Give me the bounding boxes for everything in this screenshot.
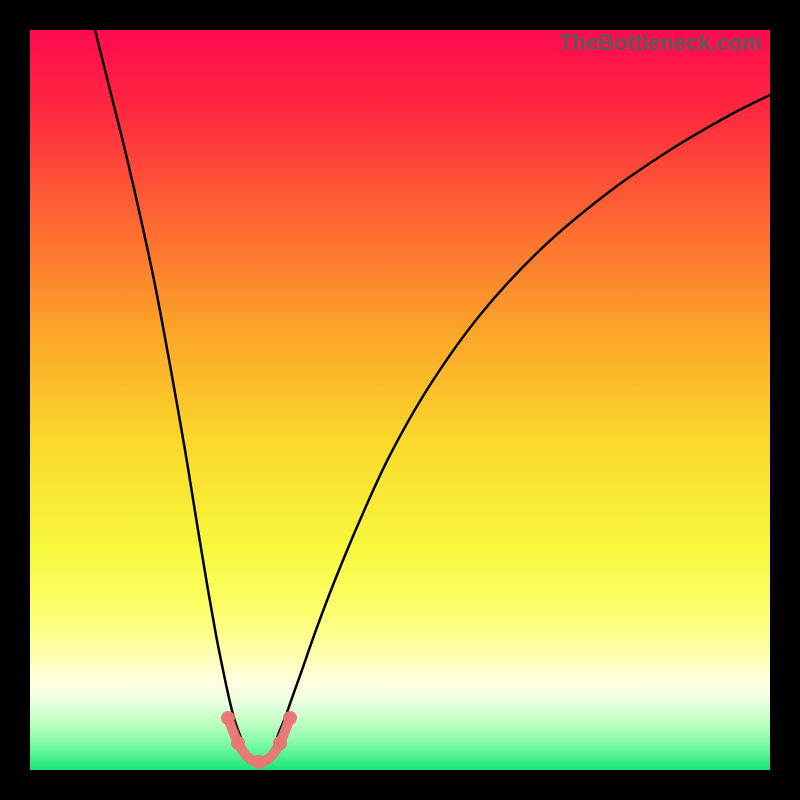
plot-area: TheBottleneck.com — [30, 30, 770, 770]
chart-container: TheBottleneck.com — [0, 0, 800, 800]
watermark-text: TheBottleneck.com — [559, 30, 762, 56]
chart-svg — [30, 30, 770, 770]
